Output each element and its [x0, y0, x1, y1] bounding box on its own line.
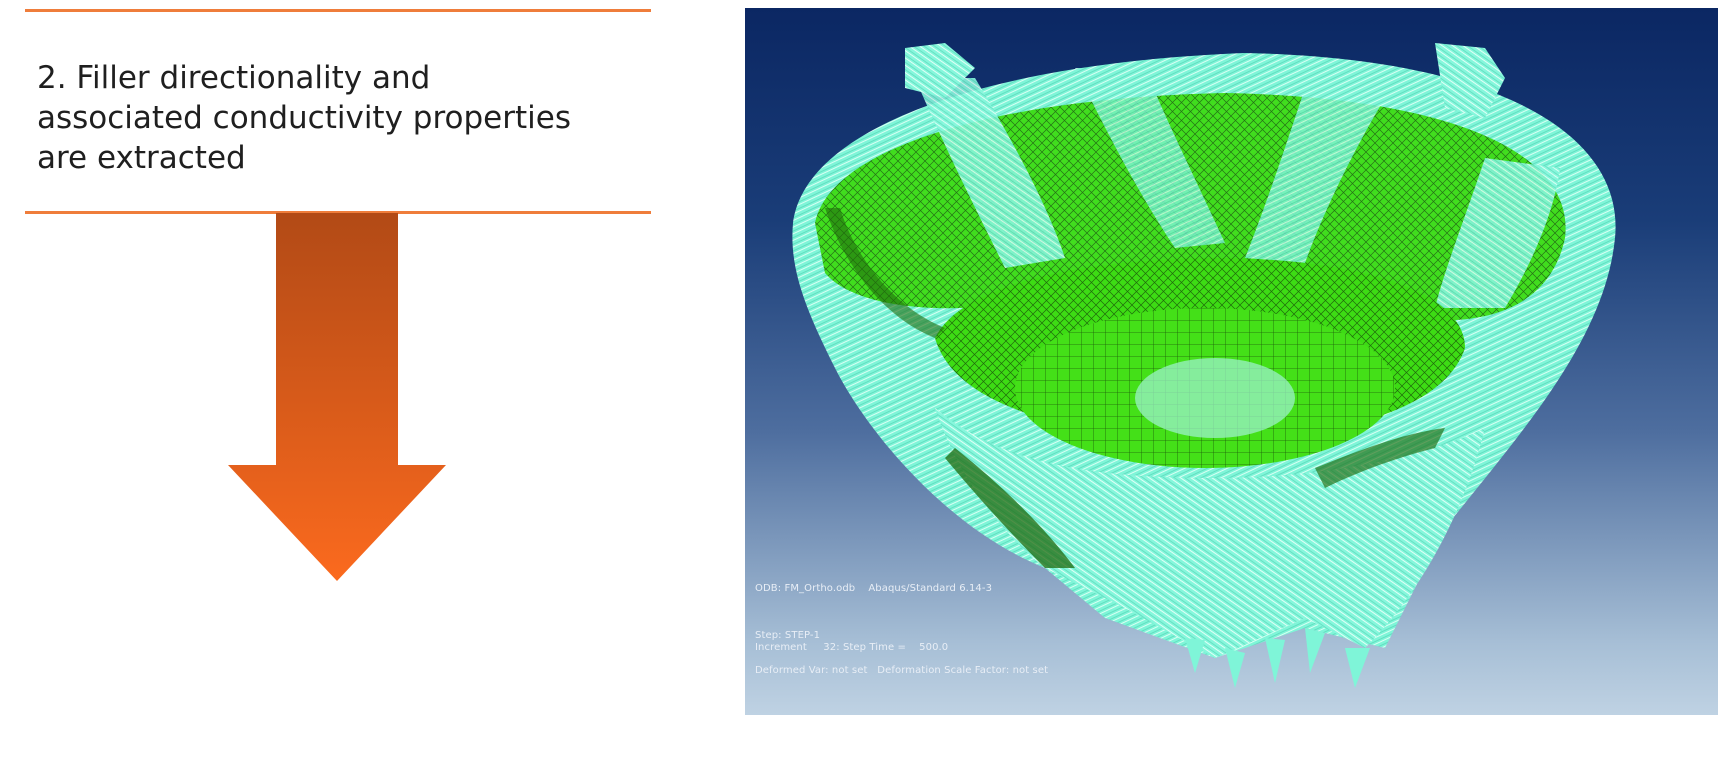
odb-info-text: ODB: FM_Ortho.odb Abaqus/Standard 6.14-3	[755, 583, 993, 594]
simulation-render: ODB: FM_Ortho.odb Abaqus/Standard 6.14-3…	[745, 8, 1718, 715]
top-divider	[25, 9, 651, 12]
down-arrow-icon	[228, 213, 446, 581]
step-description-line-2: associated conductivity properties	[37, 100, 571, 136]
bottom-divider	[25, 211, 651, 214]
deformation-info-text: Deformed Var: not set Deformation Scale …	[755, 665, 1049, 676]
step-info-text: Step: STEP-1	[755, 630, 821, 641]
step-description-line-3: are extracted	[37, 140, 246, 176]
increment-info-text: Increment 32: Step Time = 500.0	[755, 642, 949, 653]
step-description: 2. Filler directionality and associated …	[37, 58, 637, 178]
fiber-orientation-model	[792, 43, 1616, 688]
step-description-line-1: 2. Filler directionality and	[37, 60, 431, 96]
